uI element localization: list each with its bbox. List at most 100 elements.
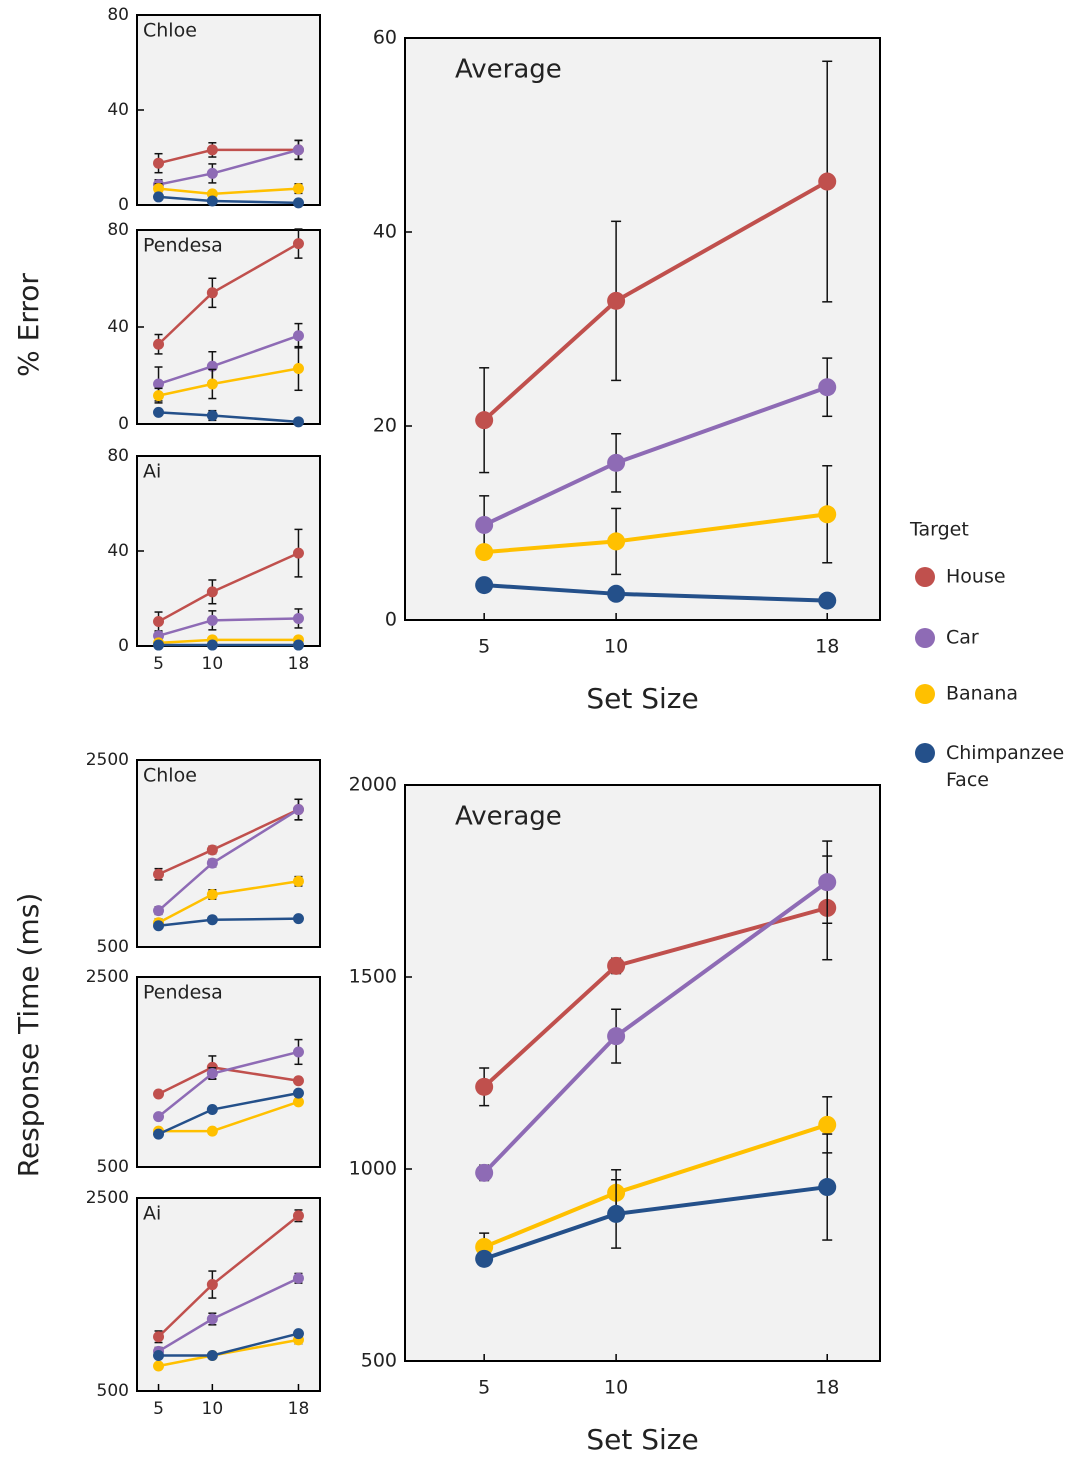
data-point [293, 197, 304, 208]
data-point [293, 363, 304, 374]
panel-title: Ai [143, 1203, 161, 1225]
y-tick-label: 2000 [349, 774, 397, 796]
data-point [153, 407, 164, 418]
data-point [153, 339, 164, 350]
data-point [207, 287, 218, 298]
y-tick-label: 0 [118, 414, 129, 434]
data-point [207, 844, 218, 855]
plot-area [137, 1198, 320, 1391]
x-tick-label: 5 [478, 636, 490, 658]
data-point [153, 1331, 164, 1342]
data-point [475, 1078, 493, 1096]
x-tick-label: 18 [288, 654, 310, 674]
data-point [207, 1104, 218, 1115]
data-point [207, 1314, 218, 1325]
data-point [818, 378, 836, 396]
x-tick-label: 18 [815, 1377, 839, 1399]
plot-area [137, 977, 320, 1167]
data-point [818, 173, 836, 191]
data-point [607, 585, 625, 603]
data-point [153, 640, 164, 651]
panel-title: Average [455, 55, 562, 85]
data-point [475, 1250, 493, 1268]
y-tick-label: 20 [373, 415, 397, 437]
legend-label: Banana [946, 683, 1018, 705]
data-point [818, 505, 836, 523]
y-tick-label: 0 [385, 609, 397, 631]
data-point [207, 144, 218, 155]
data-point [293, 913, 304, 924]
data-point [475, 1164, 493, 1182]
legend-title: Target [909, 519, 969, 541]
y-axis-label: % Error [12, 273, 45, 377]
data-point [475, 576, 493, 594]
x-tick-label: 18 [815, 636, 839, 658]
data-point [293, 416, 304, 427]
data-point [293, 613, 304, 624]
panel-title: Chloe [143, 765, 197, 787]
panel-title: Pendesa [143, 982, 223, 1004]
data-point [207, 914, 218, 925]
x-tick-label: 18 [288, 1399, 310, 1419]
data-point [207, 168, 218, 179]
y-tick-label: 500 [97, 1157, 129, 1177]
legend-swatch [915, 743, 935, 763]
data-point [293, 548, 304, 559]
panel-title: Average [455, 802, 562, 832]
data-point [153, 1089, 164, 1100]
data-point [607, 1205, 625, 1223]
y-tick-label: 80 [107, 5, 129, 25]
data-point [475, 516, 493, 534]
data-point [153, 920, 164, 931]
data-point [607, 454, 625, 472]
data-point [607, 292, 625, 310]
panel-title: Chloe [143, 20, 197, 42]
data-point [818, 592, 836, 610]
y-tick-label: 500 [97, 937, 129, 957]
data-point [607, 532, 625, 550]
plot-area [405, 785, 880, 1361]
data-point [293, 804, 304, 815]
data-point [293, 183, 304, 194]
data-point [207, 378, 218, 389]
data-point [293, 1075, 304, 1086]
data-point [293, 238, 304, 249]
y-tick-label: 0 [118, 195, 129, 215]
data-point [207, 410, 218, 421]
data-point [207, 1350, 218, 1361]
data-point [207, 858, 218, 869]
data-point [818, 1178, 836, 1196]
data-point [207, 889, 218, 900]
data-point [153, 390, 164, 401]
data-point [818, 1116, 836, 1134]
data-point [293, 1046, 304, 1057]
data-point [607, 957, 625, 975]
x-tick-label: 5 [153, 654, 164, 674]
data-point [153, 1361, 164, 1372]
data-point [207, 195, 218, 206]
data-point [153, 1350, 164, 1361]
data-point [207, 1068, 218, 1079]
data-point [153, 191, 164, 202]
legend-swatch [915, 628, 935, 648]
y-tick-label: 80 [107, 220, 129, 240]
y-axis-label: Response Time (ms) [12, 893, 45, 1178]
y-tick-label: 0 [118, 636, 129, 656]
x-tick-label: 10 [604, 636, 628, 658]
data-point [293, 1273, 304, 1284]
y-tick-label: 2500 [86, 750, 129, 770]
y-tick-label: 40 [107, 541, 129, 561]
y-tick-label: 2500 [86, 1188, 129, 1208]
data-point [153, 1129, 164, 1140]
panel-title: Ai [143, 461, 161, 483]
data-point [293, 144, 304, 155]
x-tick-label: 10 [202, 654, 224, 674]
legend-label: Car [946, 627, 979, 649]
data-point [153, 905, 164, 916]
data-point [153, 158, 164, 169]
x-tick-label: 5 [153, 1399, 164, 1419]
data-point [293, 330, 304, 341]
data-point [607, 1027, 625, 1045]
data-point [207, 1279, 218, 1290]
